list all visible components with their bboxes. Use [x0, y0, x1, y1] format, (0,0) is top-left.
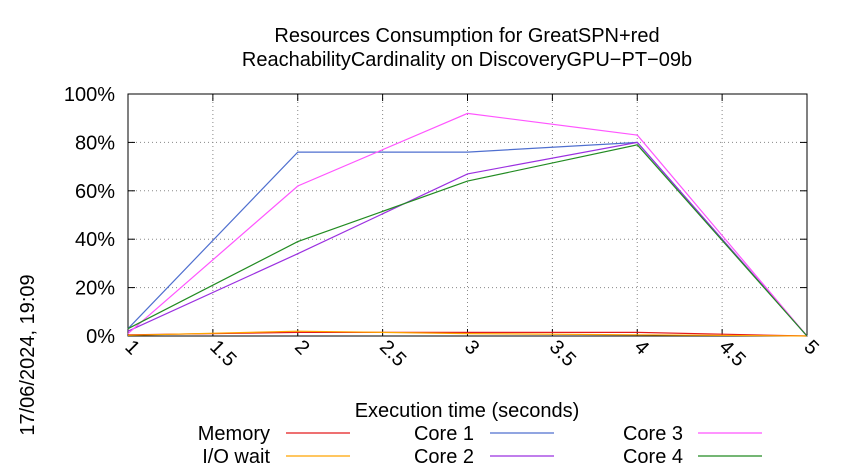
x-tick-label: 2.5	[375, 336, 410, 371]
y-tick-label: 80%	[75, 132, 115, 154]
series-line-memory	[127, 331, 808, 337]
series-line-core-4	[127, 144, 808, 337]
legend-label: Core 2	[414, 446, 474, 468]
x-tick-label: 2	[290, 336, 313, 359]
x-axis: 1 1.5 2 2.5 3 3.5 4 4.5 5	[120, 94, 823, 371]
legend-label: Core 1	[414, 423, 474, 445]
chart-title-line-2: ReachabilityCardinality on DiscoveryGPU−…	[242, 49, 692, 71]
x-tick-label: 4.5	[715, 336, 750, 371]
x-tick-label: 1	[120, 336, 143, 359]
x-tick-label: 1.5	[205, 336, 240, 371]
legend-label: Core 3	[623, 423, 683, 445]
y-tick-label: 0%	[86, 326, 115, 348]
y-tick-label: 60%	[75, 181, 115, 203]
y-tick-label: 40%	[75, 229, 115, 251]
timestamp-label: 17/06/2024, 19:09	[17, 274, 39, 435]
x-tick-label: 3	[460, 336, 483, 359]
legend-label: Memory	[198, 423, 270, 445]
x-tick-label: 5	[799, 336, 822, 359]
grid	[128, 94, 807, 336]
legend-label: I/O wait	[202, 446, 270, 468]
chart-title-line-1: Resources Consumption for GreatSPN+red	[274, 25, 659, 47]
x-tick-label: 4	[630, 336, 653, 359]
series-line-core-2	[127, 141, 808, 337]
series-line-core-3	[127, 112, 808, 337]
y-tick-label: 20%	[75, 278, 115, 300]
y-tick-label: 100%	[64, 84, 115, 106]
series-lines	[127, 112, 808, 337]
x-axis-label: Execution time (seconds)	[355, 400, 580, 422]
legend-label: Core 4	[623, 446, 683, 468]
y-axis: 0% 20% 40% 60% 80% 100%	[64, 84, 807, 348]
series-line-i-o-wait	[127, 330, 808, 337]
x-tick-label: 3.5	[545, 336, 580, 371]
